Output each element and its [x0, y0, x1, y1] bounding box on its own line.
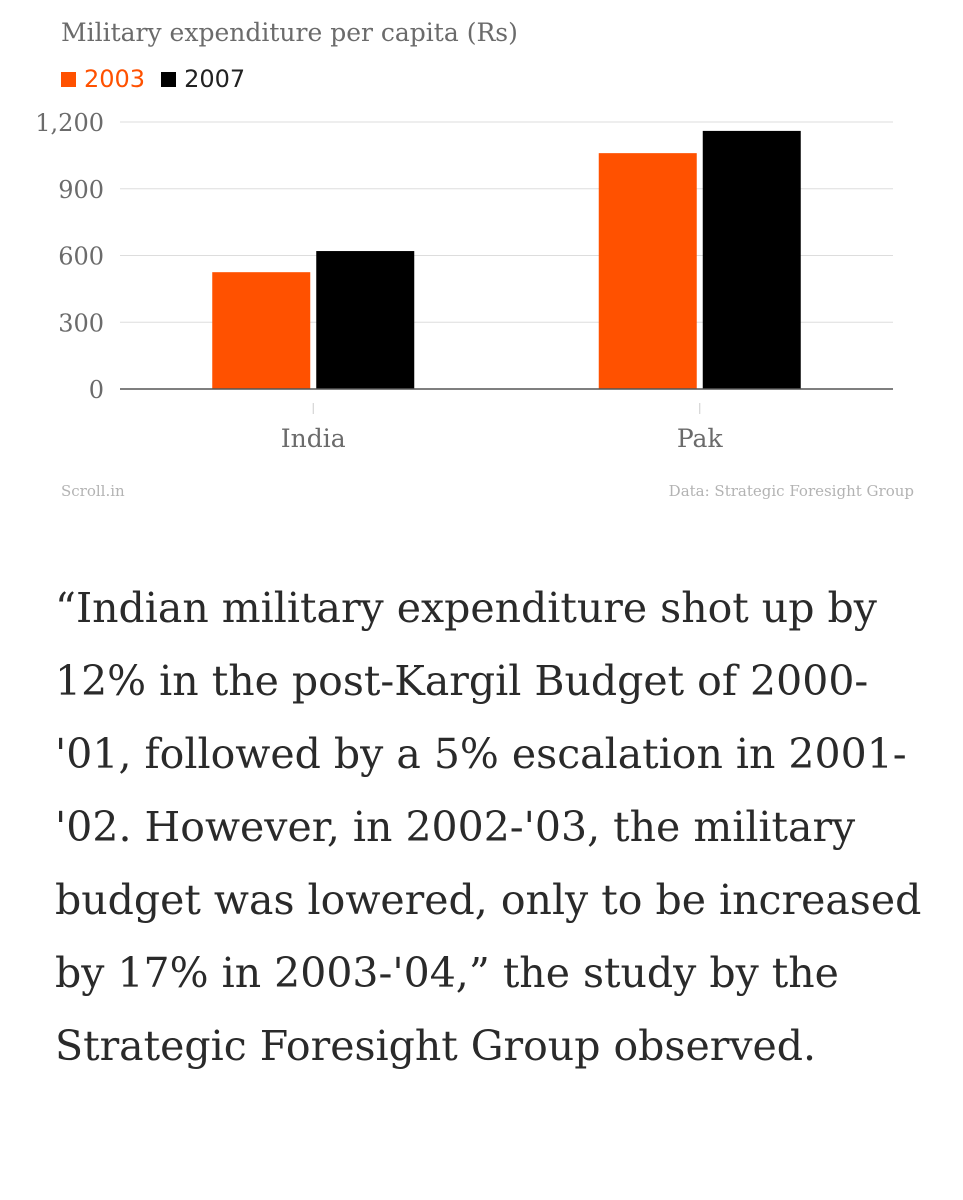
y-tick-label: 300	[58, 309, 104, 337]
x-tick-label: India	[281, 424, 346, 453]
legend-item-2007: 2007	[161, 65, 245, 93]
bar-chart: 0 300 600 900 1,200 India Pak	[35, 109, 893, 453]
article-quote: “Indian military expenditure shot up by …	[55, 584, 922, 1070]
chart-title: Military expenditure per capita (Rs)	[61, 18, 518, 47]
bar-2007-pak	[702, 130, 801, 389]
bar-2007-india	[316, 251, 415, 389]
x-tick-label: Pak	[677, 424, 724, 453]
publisher-credit: Scroll.in	[61, 482, 125, 500]
y-tick-label: 900	[58, 176, 104, 204]
legend-swatch	[61, 71, 76, 87]
bar-2003-india	[212, 272, 311, 389]
legend-label: 2003	[84, 65, 146, 93]
legend-item-2003: 2003	[61, 65, 145, 93]
y-tick-label: 0	[89, 376, 104, 404]
legend-swatch	[161, 71, 177, 87]
chart-legend: 2003 2007	[61, 62, 261, 96]
bar-2003-pak	[598, 153, 697, 389]
y-tick-label: 600	[58, 243, 104, 271]
data-source-credit: Data: Strategic Foresight Group	[668, 482, 914, 500]
y-tick-label: 1,200	[35, 109, 104, 137]
legend-label: 2007	[184, 65, 246, 93]
